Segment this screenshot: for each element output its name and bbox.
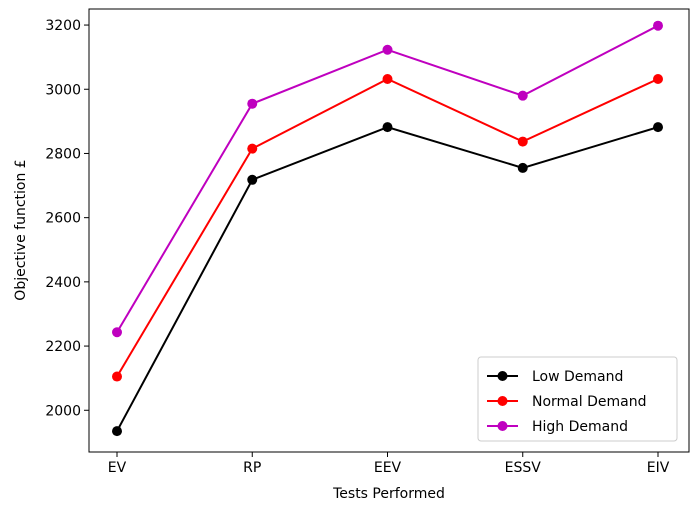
x-tick-label: EV [108,460,127,476]
data-point [517,90,528,101]
data-point [112,327,122,338]
x-tick-label: RP [243,460,261,476]
y-axis: 2000 2200 2400 2600 2800 3000 3200 [45,18,89,419]
legend-entry: High Demand [487,419,628,435]
y-tick-label: 3200 [45,18,81,34]
data-point [382,122,393,133]
legend-box [477,356,678,442]
series-low-demand [112,122,663,437]
data-point [653,73,663,84]
data-point [112,426,122,437]
series-normal-demand [112,73,663,382]
legend-swatch-marker [497,371,508,381]
y-tick-label: 2000 [45,403,81,419]
y-tick-label: 2800 [45,146,81,162]
data-point [247,174,258,185]
y-tick-label: 2600 [45,211,81,227]
legend-swatch-marker [497,396,508,406]
data-point [517,162,528,173]
legend-entry: Low Demand [487,369,623,385]
data-point [653,20,663,31]
data-point [517,136,528,147]
x-axis: EV RP EEV ESSV EIV [108,452,670,476]
y-tick-label: 2200 [45,339,81,355]
x-axis-label: Tests Performed [332,486,445,502]
x-tick-label: ESSV [505,460,542,476]
legend-label: High Demand [532,419,628,435]
data-point [112,371,122,382]
series-high-demand [112,20,663,338]
legend-label: Normal Demand [532,394,646,410]
data-point [247,98,258,109]
y-tick-label: 2400 [45,275,81,291]
x-tick-label: EIV [647,460,670,476]
y-axis-label: Objective function £ [13,159,29,300]
legend-entry: Normal Demand [487,394,646,410]
data-point [247,143,258,154]
data-point [382,73,393,84]
y-tick-label: 3000 [45,82,81,98]
legend-label: Low Demand [532,369,623,385]
data-point [382,44,393,55]
data-point [653,122,663,133]
legend-swatch-marker [497,421,508,431]
legend: Low Demand Normal Demand High Demand [477,356,678,442]
series-layer [112,20,663,437]
x-tick-label: EEV [374,460,402,476]
